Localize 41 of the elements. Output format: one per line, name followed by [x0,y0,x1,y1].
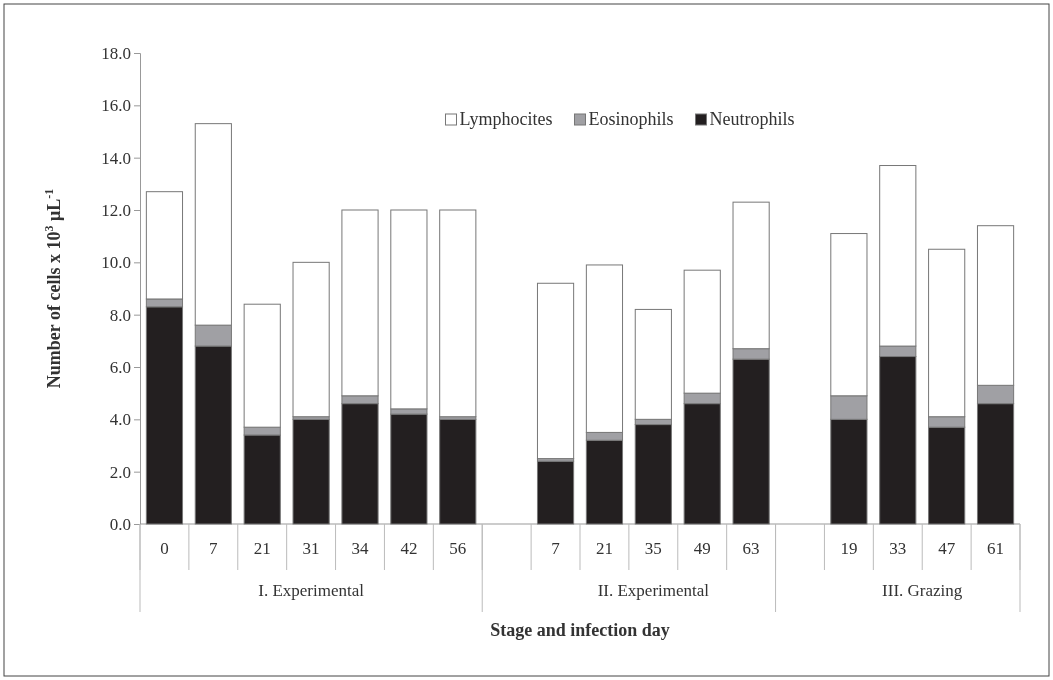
bar [439,209,477,418]
x-tick-label: 33 [889,539,907,558]
x-tick-label: 21 [595,539,613,558]
text: II. Experimental [597,581,710,600]
x-tick-label: 63 [742,539,760,558]
y-tick-label: 0.0 [109,514,131,534]
x-tick-label: 35 [644,539,662,558]
x-axis-title: Stage and infection day [490,620,670,640]
bar [536,282,575,460]
bar [390,413,428,525]
y-tick-label: 6.0 [109,357,131,377]
x-tick-label: 49 [693,539,711,558]
x-tick-label: 42 [400,539,418,558]
y-tick-label: 18.0 [101,43,131,63]
x-tick-label: 34 [351,539,369,558]
legend-label: Lymphocites [459,109,553,129]
bar [292,261,330,418]
text: I. Experimental [258,581,365,600]
y-tick-label: 10.0 [101,253,131,273]
x-tick-label: 7 [209,539,219,558]
bar [536,460,575,525]
y-tick-label: 12.0 [101,200,131,220]
x-tick-label: 47 [938,539,956,558]
x-tick-label: 56 [449,539,467,558]
x-tick-label: 31 [302,539,320,558]
y-tick-label: 8.0 [109,305,131,325]
legend-label: Eosinophils [588,109,674,129]
x-tick-label: 21 [253,539,271,558]
bar [634,424,672,525]
text: III. Grazing [882,581,963,600]
y-tick-label: 4.0 [109,410,131,430]
y-tick-label: 16.0 [101,96,131,116]
legend-label: Neutrophils [709,109,795,129]
y-tick-label: 2.0 [109,462,131,482]
x-tick-label: 0 [160,539,169,558]
bar [439,418,477,525]
y-tick-label: 14.0 [101,148,131,168]
x-tick-label: 7 [551,539,561,558]
bar [292,418,330,525]
x-tick-label: 19 [840,539,858,558]
x-tick-label: 61 [987,539,1005,558]
